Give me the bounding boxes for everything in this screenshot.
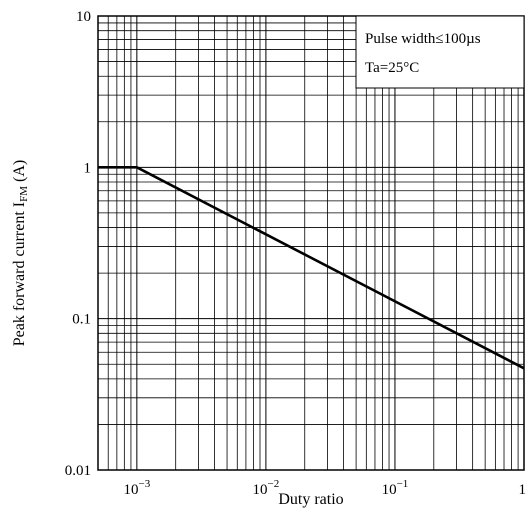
x-tick-label-exponent: −1 xyxy=(397,478,409,490)
x-tick-label: 10−3 xyxy=(123,478,150,498)
y-axis-label-main: Peak forward current I xyxy=(11,202,28,346)
y-axis-label-subscript: FM xyxy=(18,186,30,202)
x-tick-label-base: 10 xyxy=(123,482,138,498)
y-tick-label: 10 xyxy=(76,9,91,25)
x-tick-label-base: 10 xyxy=(382,482,397,498)
x-tick-label-exponent: −2 xyxy=(268,478,280,490)
y-tick-labels: 0.01 0.1 1 10 xyxy=(65,9,91,479)
x-tick-label-base: 10 xyxy=(253,482,268,498)
y-tick-label: 0.1 xyxy=(72,312,91,328)
x-tick-label: 1 xyxy=(519,482,527,498)
x-tick-labels: 10−3 10−2 10−1 1 xyxy=(123,478,526,498)
x-tick-label: 10−2 xyxy=(253,478,280,498)
y-tick-label: 1 xyxy=(84,160,92,176)
annotation-box: Pulse width≤100µs Ta=25°C xyxy=(355,15,525,89)
x-tick-label: 10−1 xyxy=(382,478,409,498)
annotation-pulse-width: Pulse width≤100µs xyxy=(365,31,481,47)
plot-frame xyxy=(97,15,525,471)
series-line-0 xyxy=(98,166,525,370)
y-tick-label: 0.01 xyxy=(65,463,91,479)
x-tick-label-exponent: −3 xyxy=(138,478,150,490)
x-axis-label: Duty ratio xyxy=(278,491,343,508)
y-axis-label: Peak forward current IFM (A) xyxy=(11,160,30,347)
series-layer xyxy=(98,166,525,370)
y-axis-label-unit: (A) xyxy=(11,160,28,186)
annotation-temperature: Ta=25°C xyxy=(365,60,419,76)
annotation-box-rect xyxy=(355,15,525,89)
x-tick-label-base: 1 xyxy=(519,482,527,498)
